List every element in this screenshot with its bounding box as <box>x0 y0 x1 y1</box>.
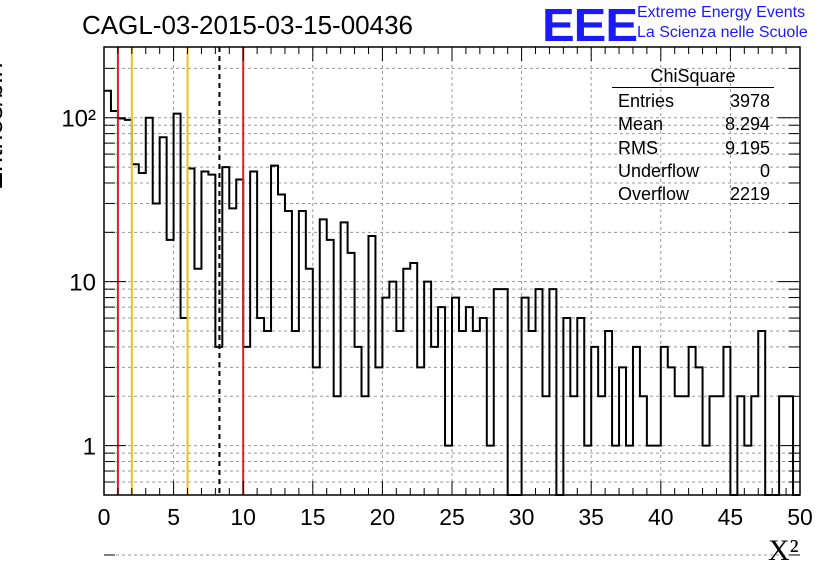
x-tick-label: 40 <box>648 504 674 530</box>
x-tick-label: 30 <box>509 504 535 530</box>
histogram-bin <box>313 367 320 495</box>
stats-box: ChiSquare Entries 3978 Mean 8.294 RMS 9.195… <box>612 66 776 206</box>
histogram-bin <box>181 318 188 495</box>
histogram-bin <box>431 347 438 495</box>
histogram-line <box>104 89 800 496</box>
stats-row: Mean 8.294 <box>612 113 776 136</box>
histogram-series <box>104 89 800 496</box>
stats-value: 0 <box>759 160 770 181</box>
histogram-bin <box>375 367 382 495</box>
histogram-bin <box>243 347 250 495</box>
histogram-bin <box>285 211 292 495</box>
histogram-bin <box>473 331 480 495</box>
histogram-bin <box>696 367 703 495</box>
histogram-bin <box>723 347 730 495</box>
eee-logo-mark: EEE <box>542 0 638 52</box>
histogram-bin <box>292 331 299 495</box>
histogram-bin <box>257 318 264 495</box>
stats-label: Underflow <box>618 160 700 181</box>
histogram-bin <box>661 347 668 495</box>
x-tick-label: 50 <box>787 504 813 530</box>
histogram-bin <box>389 282 396 495</box>
x-tick-label: 0 <box>98 504 111 530</box>
histogram-bin <box>229 208 236 495</box>
histogram-bin <box>591 347 598 495</box>
histogram-bin <box>250 171 257 495</box>
histogram-bin <box>236 179 243 495</box>
stats-value: 9.195 <box>724 137 770 158</box>
x-tick-label: 45 <box>718 504 744 530</box>
histogram-bin <box>104 91 111 495</box>
histogram-bin <box>668 367 675 495</box>
histogram-bin <box>529 331 536 495</box>
stats-label: RMS <box>618 137 658 158</box>
histogram-bin <box>563 318 570 495</box>
stats-row: Overflow 2219 <box>612 183 776 206</box>
histogram-bin <box>424 282 431 495</box>
histogram-bin <box>480 318 487 495</box>
stats-value: 3978 <box>729 91 770 111</box>
histogram-bin <box>605 331 612 495</box>
y-tick-label: 10 <box>69 270 96 297</box>
x-tick-label: 35 <box>578 504 604 530</box>
x-tick-label: 20 <box>370 504 396 530</box>
histogram-bin <box>111 111 118 495</box>
axis-ticks <box>103 47 801 556</box>
stats-row: Underflow 0 <box>612 160 776 183</box>
histogram-bin <box>146 118 153 495</box>
histogram-bin <box>208 175 215 495</box>
histogram-bin <box>619 367 626 495</box>
histogram-bin <box>417 367 424 495</box>
histogram-bin <box>459 331 466 495</box>
histogram-bin <box>689 347 696 495</box>
x-axis-label: X² <box>768 534 799 567</box>
eee-logo-line2: La Scienza nelle Scuole <box>637 24 808 41</box>
x-tick-label: 25 <box>439 504 465 530</box>
eee-logo-line1: Extreme Energy Events <box>637 4 806 21</box>
histogram-bin <box>278 195 285 495</box>
histogram-bin <box>494 289 501 495</box>
stats-label: Entries <box>618 91 675 111</box>
stats-label: Mean <box>618 114 664 135</box>
histogram-bin <box>320 219 327 495</box>
chart-title: CAGL-03-2015-03-15-00436 <box>82 10 413 40</box>
histogram-bin <box>201 171 208 495</box>
histogram-bin <box>633 347 640 495</box>
y-tick-label: 10² <box>61 106 96 133</box>
histogram-bin <box>438 307 445 495</box>
y-tick-label: 1 <box>83 434 96 461</box>
histogram-bin <box>355 347 362 495</box>
histogram-bin <box>174 114 181 495</box>
stats-row: RMS 9.195 <box>612 137 776 160</box>
histogram-bin <box>153 203 160 495</box>
tick-labels: 0 5 10 15 20 25 30 35 40 45 50 1 10 10² <box>61 106 812 530</box>
histogram-bin <box>264 331 271 495</box>
histogram-bin <box>368 236 375 495</box>
stats-value: 8.294 <box>724 114 770 135</box>
histogram-bin <box>299 211 306 495</box>
histogram-bin <box>396 331 403 495</box>
histogram-bin <box>536 289 543 495</box>
histogram-bin <box>139 173 146 495</box>
histogram-bin <box>160 137 167 495</box>
stats-row: Entries 3978 <box>612 90 776 113</box>
stats-value: 2219 <box>729 184 770 205</box>
stats-label: Overflow <box>618 184 690 205</box>
x-tick-label: 15 <box>300 504 326 530</box>
histogram-bin <box>577 318 584 495</box>
histogram-bin <box>501 289 508 495</box>
x-tick-label: 5 <box>167 504 180 530</box>
histogram-bin <box>466 307 473 495</box>
stats-title: ChiSquare <box>612 66 774 88</box>
histogram-bin <box>549 289 556 495</box>
marker-lines <box>116 47 245 495</box>
histogram-bin <box>341 222 348 495</box>
histogram-bin <box>758 331 765 495</box>
x-tick-label: 10 <box>230 504 256 530</box>
y-axis-label: Entries/bin <box>0 62 8 190</box>
